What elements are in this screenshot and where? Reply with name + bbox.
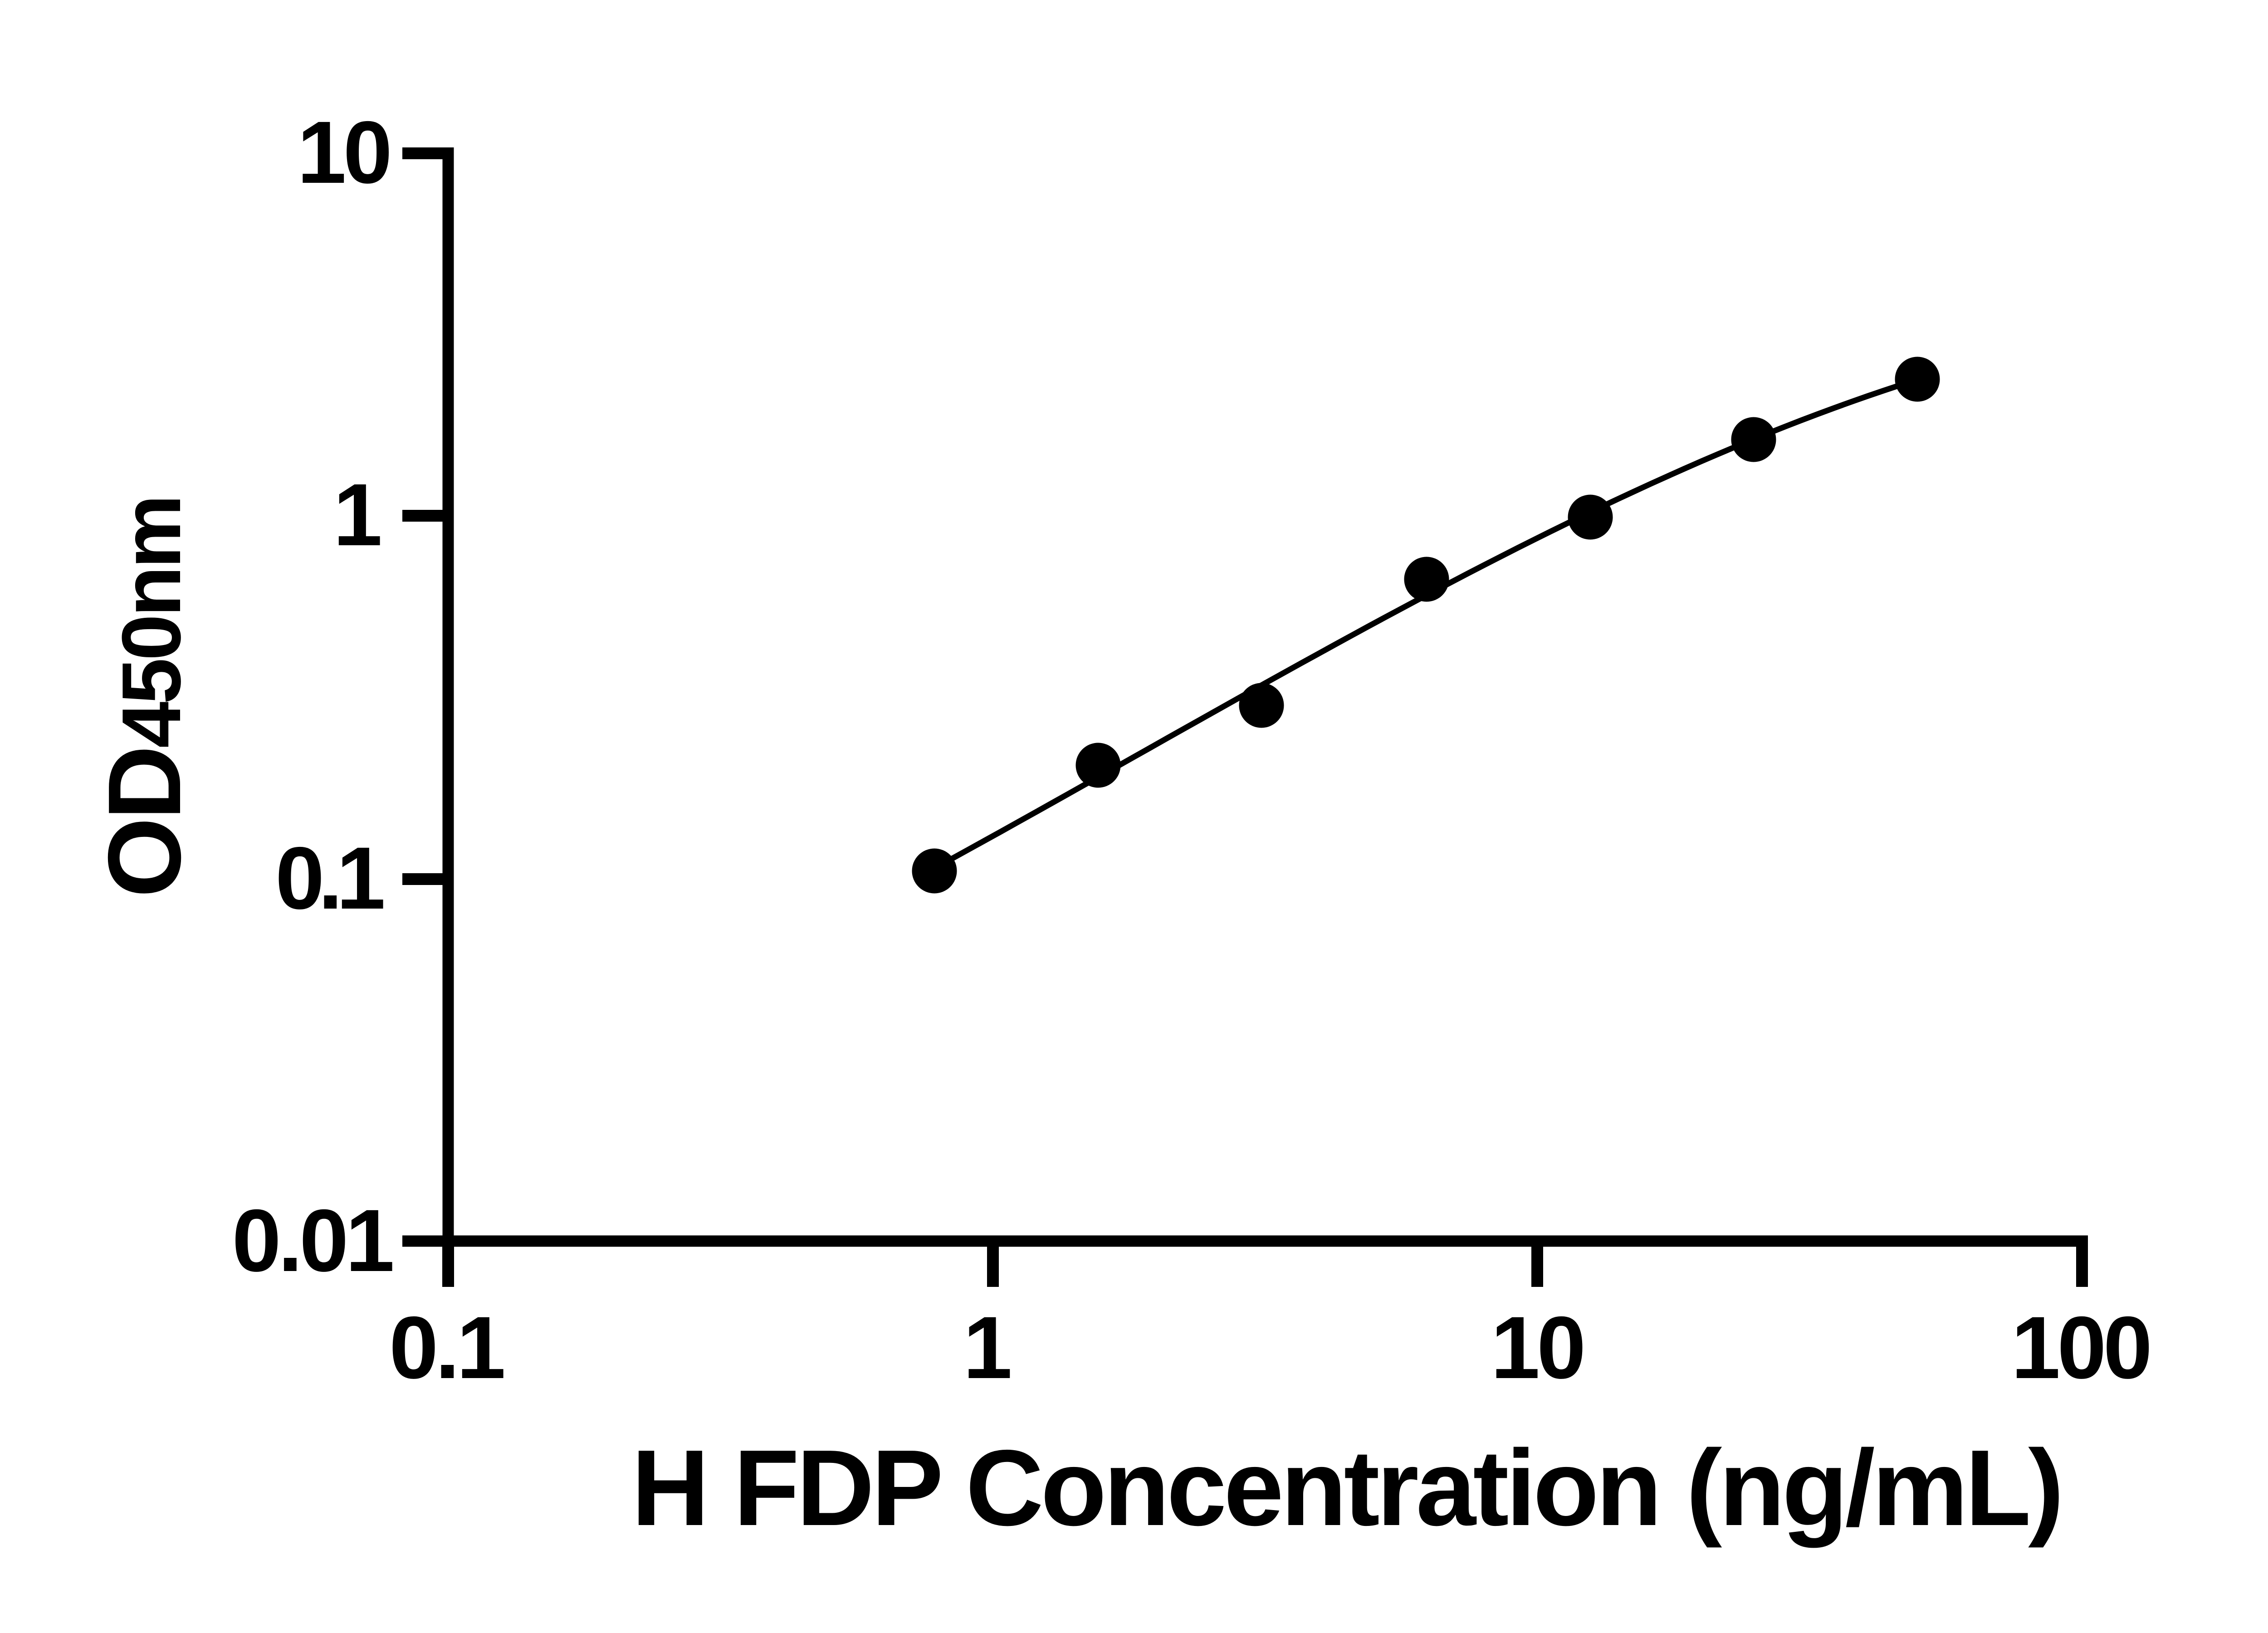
svg-text:0.01: 0.01 — [232, 1191, 392, 1290]
svg-text:10: 10 — [297, 103, 389, 202]
svg-text:H FDP Concentration (ng/mL): H FDP Concentration (ng/mL) — [631, 1428, 2061, 1548]
svg-text:0.1: 0.1 — [275, 829, 384, 928]
svg-text:100: 100 — [2011, 1298, 2149, 1397]
svg-text:1: 1 — [333, 465, 381, 564]
svg-text:1: 1 — [963, 1298, 1010, 1397]
svg-text:0.1: 0.1 — [389, 1298, 504, 1397]
svg-text:10: 10 — [1491, 1298, 1583, 1397]
svg-text:OD450nm: OD450nm — [87, 497, 202, 898]
